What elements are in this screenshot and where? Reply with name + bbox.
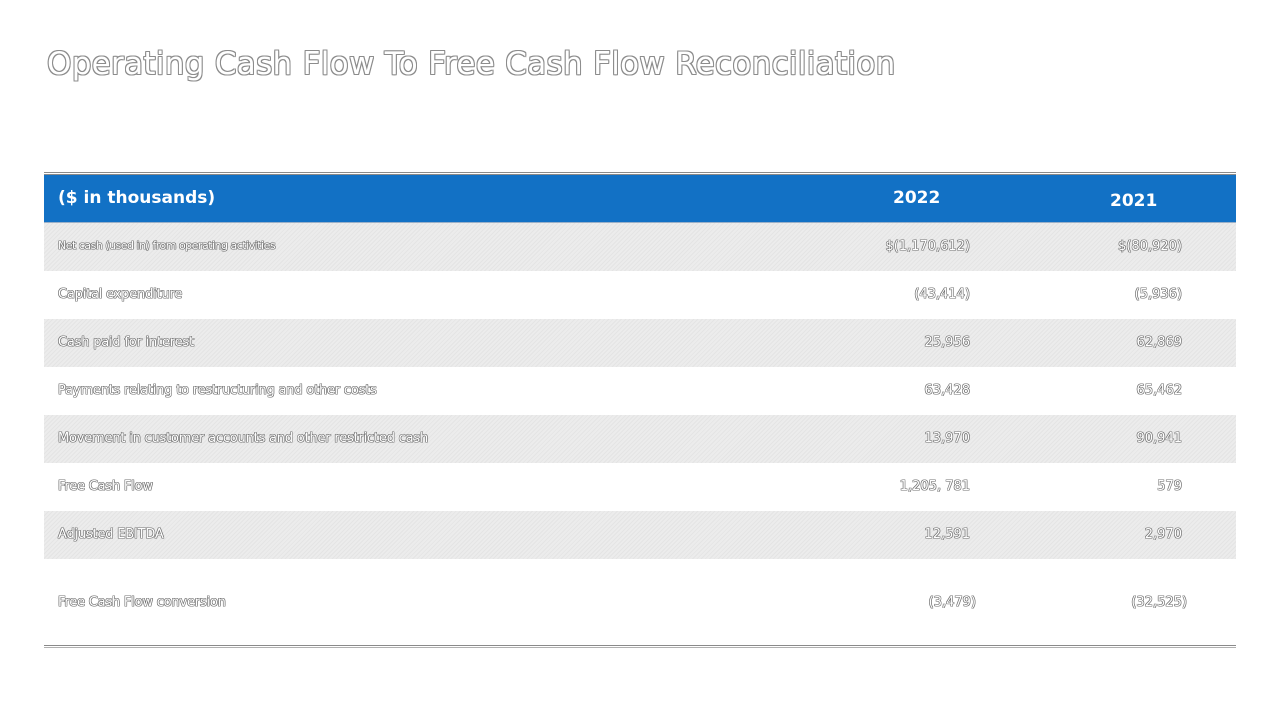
row-value-2021: 2,970 [1144,527,1182,542]
table-row: Capital expenditure (43,414) (5,936) [44,271,1236,319]
table-row: Free Cash Flow 1,205, 781 579 [44,463,1236,511]
row-label: Payments relating to restructuring and o… [58,383,377,398]
row-value-2021: (5,936) [1134,287,1182,302]
row-label: Movement in customer accounts and other … [58,431,429,446]
header-year-2022: 2022 [893,188,941,208]
row-value-2022: (43,414) [914,287,970,302]
table-header: ($ in thousands) 2022 2021 [44,175,1236,223]
table-row: Adjusted EBITDA 12,591 2,970 [44,511,1236,559]
row-value-2021: (32,525) [1131,595,1187,610]
row-value-2022: 12,591 [924,527,971,542]
table-row: Net cash (used in) from operating activi… [44,223,1236,271]
bottom-rule [44,645,1236,648]
row-value-2021: $(80,920) [1118,239,1182,254]
row-label: Adjusted EBITDA [58,527,164,542]
page-title: Operating Cash Flow To Free Cash Flow Re… [47,46,896,82]
row-value-2022: (3,479) [928,595,976,610]
header-year-2021: 2021 [1110,191,1158,211]
row-value-2022: $(1,170,612) [885,239,970,254]
table-row: Movement in customer accounts and other … [44,415,1236,463]
row-value-2021: 62,869 [1136,335,1183,350]
row-value-2022: 13,970 [924,431,971,446]
row-value-2022: 25,956 [924,335,971,350]
row-label: Cash paid for interest [58,335,194,350]
table-row: Cash paid for interest 25,956 62,869 [44,319,1236,367]
row-value-2022: 63,428 [924,383,971,398]
row-value-2021: 65,462 [1136,383,1183,398]
row-value-2021: 90,941 [1136,431,1183,446]
top-rule [44,172,1236,175]
table-row: Payments relating to restructuring and o… [44,367,1236,415]
reconciliation-table: ($ in thousands) 2022 2021 Net cash (use… [44,172,1236,648]
table-row: Free Cash Flow conversion (3,479) (32,52… [44,559,1236,645]
row-label: Net cash (used in) from operating activi… [58,239,276,252]
row-label: Free Cash Flow conversion [58,595,226,610]
row-label: Free Cash Flow [58,479,153,494]
header-label: ($ in thousands) [58,188,216,208]
row-label: Capital expenditure [58,287,183,302]
row-value-2021: 579 [1157,479,1182,494]
row-value-2022: 1,205, 781 [899,479,970,494]
